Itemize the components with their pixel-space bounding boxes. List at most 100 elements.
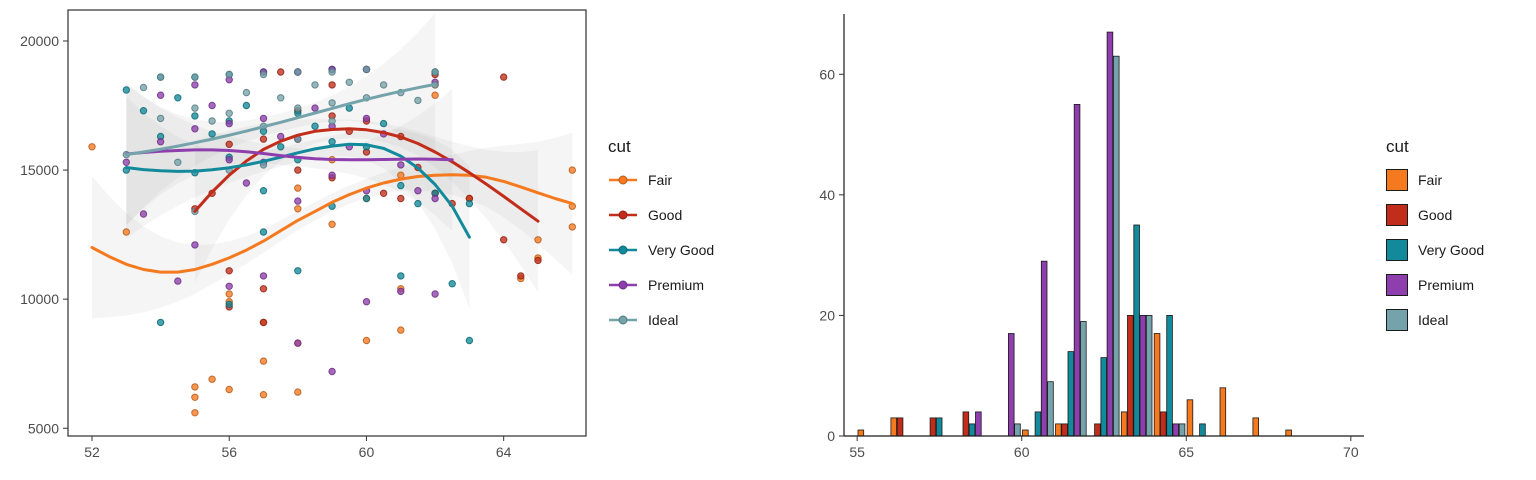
- bar-ideal: [1145, 314, 1153, 437]
- legend-title: cut: [1386, 136, 1409, 156]
- bar-fair: [1153, 333, 1161, 437]
- legend-key-fair-icon: [609, 175, 637, 184]
- bar-fair: [890, 417, 898, 437]
- bar-very-good: [1199, 423, 1206, 437]
- bar-ideal: [1112, 55, 1120, 437]
- histogram-figure: 55 60 65 70 0 20 40 60 cut Fair Good Very Good Pre…: [768, 0, 1536, 480]
- bar-very-good: [1100, 357, 1107, 437]
- bar-good: [929, 417, 937, 437]
- legend-swatch-good-icon: [1386, 203, 1408, 226]
- bar-ideal: [1047, 381, 1054, 437]
- bar-premium: [1007, 333, 1015, 437]
- legend-label-good: Good: [648, 206, 683, 223]
- legend-label-very-good: Very Good: [648, 241, 715, 258]
- x-tick-label: 70: [1343, 444, 1359, 460]
- bar-fair: [1252, 417, 1259, 437]
- legend-key-ideal-icon: [609, 315, 637, 324]
- legend-label-ideal: Ideal: [1418, 311, 1449, 328]
- bar-premium: [975, 411, 982, 437]
- bar-fair: [1186, 399, 1194, 437]
- bar-good: [962, 411, 970, 437]
- bar-fair: [1219, 387, 1227, 437]
- legend-label-fair: Fair: [648, 171, 673, 188]
- panel-border: [67, 9, 587, 437]
- x-tick-label: 56: [221, 444, 237, 460]
- bar-very-good: [1034, 411, 1042, 437]
- x-axis: 52 56 60 64: [84, 436, 512, 460]
- legend-item-premium: Premium: [1386, 273, 1484, 296]
- bar-premium: [1073, 104, 1081, 437]
- histogram-legend: cut Fair Good Very Good Premium Ideal: [1386, 137, 1484, 344]
- y-tick-label: 5000: [28, 420, 59, 436]
- legend-item-fair: Fair: [1386, 168, 1484, 191]
- legend-label-premium: Premium: [648, 276, 705, 293]
- smooth-line-premium: [124, 148, 454, 162]
- bar-very-good: [935, 417, 943, 437]
- bar-good: [1127, 314, 1134, 437]
- legend-title: cut: [608, 136, 631, 156]
- confidence-band-fair: [92, 132, 573, 319]
- legend-key-good-icon: [609, 210, 637, 219]
- legend-swatch-very-good-icon: [1386, 238, 1408, 261]
- bar-premium: [1106, 31, 1114, 437]
- legend-key-premium-icon: [609, 280, 637, 289]
- bar-premium: [1040, 260, 1048, 437]
- bar-good: [1061, 423, 1068, 437]
- bar-ideal: [1080, 321, 1087, 437]
- bar-ideal: [1178, 423, 1186, 437]
- legend-swatch-fair-icon: [1386, 168, 1408, 191]
- legend-item-very-good: Very Good: [608, 239, 714, 261]
- bar-good: [1159, 411, 1167, 437]
- legend-item-good: Good: [1386, 203, 1484, 226]
- bar-premium: [1172, 423, 1179, 437]
- y-tick-label: 60: [819, 66, 835, 82]
- legend-item-fair: Fair: [608, 169, 714, 191]
- y-tick-label: 40: [819, 187, 835, 203]
- legend-item-premium: Premium: [608, 274, 714, 296]
- scatter-legend: cut Fair Good Very Good Premium Ideal: [608, 137, 714, 344]
- y-axis: 0 20 40 60: [819, 66, 844, 444]
- legend-label-ideal: Ideal: [648, 311, 679, 328]
- y-tick-label: 10000: [20, 291, 59, 307]
- bar-very-good: [1133, 224, 1140, 437]
- legend-label-fair: Fair: [1418, 171, 1443, 188]
- legend-item-very-good: Very Good: [1386, 238, 1485, 261]
- smooth-line-good: [193, 127, 540, 223]
- scatter-legend-items: Fair Good Very Good Premium Ideal: [608, 169, 714, 344]
- x-axis: 55 60 65 70: [849, 436, 1359, 460]
- scatter-plot: 52 56 60 64 5000 10000 15000 20000: [20, 9, 587, 460]
- bar-good: [896, 417, 904, 437]
- x-tick-label: 60: [1014, 444, 1030, 460]
- x-tick-label: 64: [496, 444, 512, 460]
- legend-label-premium: Premium: [1418, 276, 1475, 293]
- bar-good: [1094, 423, 1101, 437]
- y-axis: 5000 10000 15000 20000: [20, 33, 68, 436]
- legend-item-ideal: Ideal: [1386, 308, 1484, 331]
- bar-fair: [1055, 423, 1062, 437]
- legend-label-very-good: Very Good: [1418, 241, 1485, 258]
- histogram-legend-items: Fair Good Very Good Premium Ideal: [1386, 168, 1485, 344]
- smooth-line-fair: [90, 173, 574, 274]
- legend-swatch-premium-icon: [1386, 273, 1408, 296]
- confidence-band-ideal: [126, 13, 436, 226]
- legend-key-very-good-icon: [609, 245, 637, 254]
- bar-fair: [1285, 429, 1292, 437]
- legend-item-good: Good: [608, 204, 714, 226]
- bar-very-good: [968, 423, 976, 437]
- x-tick-label: 55: [849, 444, 865, 460]
- x-tick-label: 60: [359, 444, 375, 460]
- smooth-line-very-good: [124, 142, 471, 239]
- y-tick-label: 15000: [20, 162, 59, 178]
- bar-fair: [1022, 429, 1029, 437]
- bar-fair: [1120, 411, 1128, 437]
- histogram-panel: [857, 31, 1292, 437]
- scatter-panel: [88, 13, 576, 417]
- legend-label-good: Good: [1418, 206, 1453, 223]
- bar-ideal: [1014, 423, 1021, 437]
- legend-swatch-ideal-icon: [1386, 308, 1408, 331]
- y-tick-label: 20000: [20, 33, 59, 49]
- y-tick-label: 0: [827, 428, 835, 444]
- smooth-line-ideal: [124, 82, 437, 157]
- x-tick-label: 65: [1178, 444, 1194, 460]
